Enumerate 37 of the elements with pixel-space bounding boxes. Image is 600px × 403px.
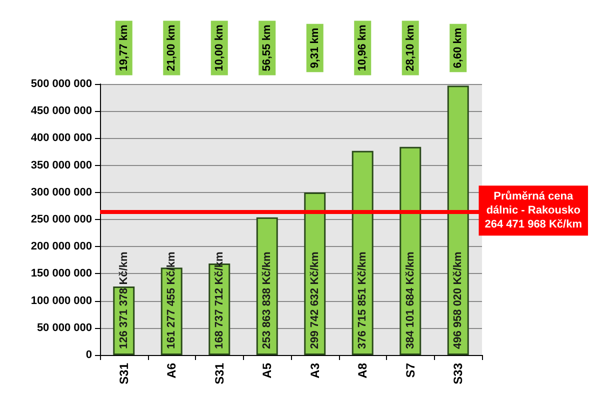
x-tick-label: S7 <box>403 362 418 378</box>
data-label: 384 101 684 Kč/km <box>404 252 416 349</box>
data-label: 161 277 455 Kč/km <box>166 252 178 349</box>
x-tick-label: A6 <box>164 362 179 378</box>
y-tick-label: 500 000 000 <box>30 78 92 90</box>
x-tick-label: S31 <box>212 362 226 384</box>
y-tick-label: 350 000 000 <box>30 159 92 172</box>
x-tick-label: A5 <box>260 362 274 378</box>
data-label: 126 371 378 Kč/km <box>118 252 130 349</box>
y-tick-label: 450 000 000 <box>30 105 92 118</box>
y-tick-label: 300 000 000 <box>30 186 92 198</box>
data-label: 376 715 851 Kč/km <box>356 252 369 349</box>
data-label: 168 737 712 Kč/km <box>213 252 226 349</box>
data-label: 253 863 838 Kč/km <box>261 252 274 349</box>
x-tick-label: S31 <box>116 362 131 384</box>
y-tick-label: 0 <box>86 349 92 361</box>
y-tick-label: 50 000 000 <box>36 322 92 334</box>
data-label: 299 742 632 Kč/km <box>308 252 321 349</box>
data-label: 496 958 020 Kč/km <box>452 252 464 349</box>
text: 56,55 km <box>261 24 274 72</box>
y-tick-label: 150 000 000 <box>30 268 92 280</box>
text: 9,31 km <box>308 28 321 68</box>
x-tick-label: A3 <box>308 362 322 378</box>
text: 10,00 km <box>213 24 226 72</box>
bar <box>447 86 469 355</box>
text: 28,10 km <box>404 24 416 72</box>
x-tick-label: S33 <box>451 362 466 384</box>
ref-line-label: Průměrná cena dálnic - Rakousko 264 471 968 Kč/km <box>484 190 582 231</box>
y-tick-label: 250 000 000 <box>30 214 92 226</box>
y-tick-label: 400 000 000 <box>30 132 92 144</box>
text: 19,77 km <box>118 24 130 72</box>
x-tick-label: A8 <box>356 362 370 378</box>
text: 10,96 km <box>356 24 369 72</box>
text: 6,60 km <box>452 28 464 68</box>
y-tick-label: 200 000 000 <box>30 240 92 253</box>
text: 21,00 km <box>166 24 178 72</box>
y-tick-label: 100 000 000 <box>30 294 92 307</box>
